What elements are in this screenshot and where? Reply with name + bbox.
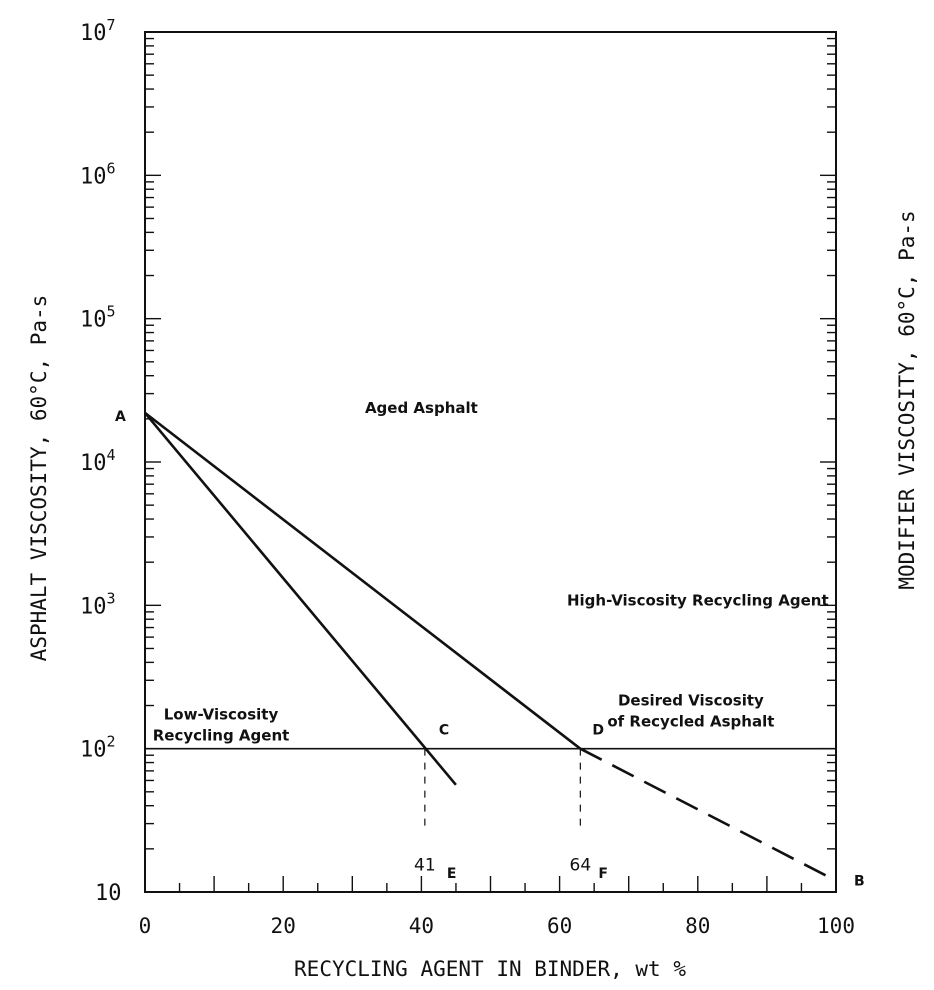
point-label-d: D [592,723,604,739]
point-label-c: C [439,723,449,739]
annotations: Aged Asphalt High-Viscosity Recycling Age… [153,399,829,744]
y-tick-label: 105 [80,303,116,333]
y-tick-label: 103 [80,589,116,619]
y-tick-label: 106 [80,159,116,189]
point-label-f: F [598,866,608,882]
point-label-e: E [447,866,457,882]
reference-lines: 41 64 [145,747,836,876]
series-line-high-ext [579,747,837,882]
series-lines [144,411,837,882]
x-tick-labels: 0 20 40 60 80 100 [139,914,855,938]
annotation: Desired Viscosity of Recycled Asphalt [607,692,774,731]
x-tick-label: 0 [139,914,152,938]
x-tick-label: 20 [271,914,296,938]
drop-line-label: 64 [570,856,592,876]
y-tick-labels: 10 102 103 104 105 106 107 [80,16,122,906]
x-tick-label: 80 [685,914,710,938]
y-tick-label: 102 [80,733,116,763]
x-axis-title: RECYCLING AGENT IN BINDER, wt % [294,957,686,981]
y-tick-label: 10 [95,881,122,906]
x-tick-label: 60 [547,914,572,938]
point-label-a: A [115,409,126,425]
point-label-b: B [854,874,865,890]
y2-axis-title: MODIFIER VISCOSITY, 60°C, Pa-s [895,210,919,589]
x-tick-label: 40 [409,914,434,938]
tick-marks [145,37,836,892]
annotation: High-Viscosity Recycling Agent [567,591,829,609]
annotation: Low-Viscosity Recycling Agent [153,705,290,744]
annotation: Aged Asphalt [365,399,478,417]
series-line-low [144,412,457,786]
y-tick-label: 104 [80,446,116,476]
plot-frame [144,31,837,893]
point-labels: A B C D E F [115,409,865,890]
x-tick-label: 100 [817,914,855,938]
y-axis-title: ASPHALT VISCOSITY, 60°C, Pa-s [27,295,51,662]
y-tick-label: 107 [80,16,116,46]
series-line-high [144,411,582,750]
drop-line-label: 41 [414,856,436,876]
